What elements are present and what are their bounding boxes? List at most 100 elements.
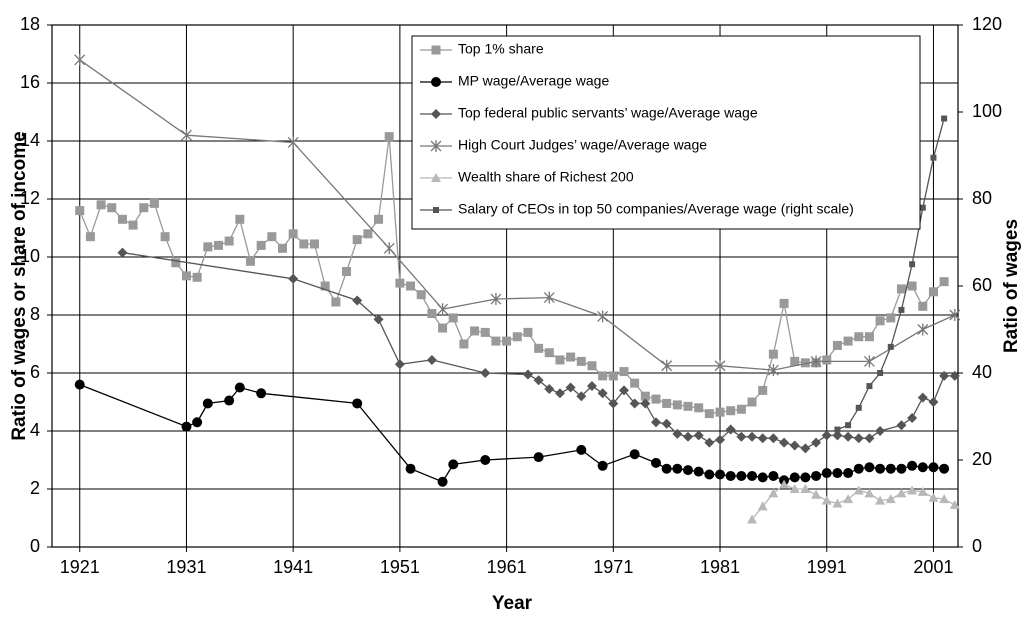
x-tick-label: 1971 (593, 557, 633, 577)
marker (949, 499, 960, 509)
marker (502, 336, 512, 346)
marker (431, 77, 441, 87)
marker (523, 327, 533, 337)
marker (480, 368, 491, 378)
marker (896, 420, 907, 431)
marker (917, 323, 929, 336)
marker (864, 462, 875, 473)
marker (662, 398, 672, 408)
marker (149, 198, 159, 208)
marker (128, 220, 138, 230)
marker (427, 309, 437, 319)
marker (853, 433, 864, 444)
marker (181, 421, 192, 432)
marker (704, 437, 715, 448)
marker (939, 494, 950, 504)
marker (544, 348, 554, 358)
marker (757, 472, 768, 483)
marker (416, 290, 426, 300)
marker (640, 398, 651, 409)
marker (832, 340, 842, 350)
marker (875, 495, 886, 505)
x-tick-label: 1931 (166, 557, 206, 577)
marker (898, 306, 905, 313)
marker (640, 391, 650, 401)
marker (245, 256, 255, 266)
marker (490, 293, 502, 306)
marker (373, 314, 384, 325)
marker (928, 462, 939, 473)
marker (586, 381, 597, 392)
marker (800, 472, 811, 483)
marker (352, 235, 362, 245)
legend-box (411, 35, 921, 230)
marker (907, 412, 918, 423)
marker (885, 494, 896, 504)
marker (736, 404, 746, 414)
marker (736, 470, 747, 481)
marker (832, 430, 843, 441)
marker (917, 392, 928, 403)
marker (459, 339, 469, 349)
x-tick-label: 1961 (487, 557, 527, 577)
marker (139, 203, 149, 213)
marker (395, 278, 405, 288)
marker (843, 468, 854, 479)
marker (779, 479, 790, 489)
marker (565, 382, 576, 393)
marker (651, 457, 661, 468)
marker (597, 460, 608, 471)
legend-label: Top 1% share (458, 41, 544, 57)
marker (747, 431, 758, 442)
marker (180, 129, 192, 142)
marker (576, 444, 587, 455)
marker (522, 369, 533, 380)
x-tick-label: 1941 (273, 557, 313, 577)
marker (853, 485, 864, 495)
marker (683, 465, 694, 476)
marker (576, 391, 587, 402)
marker (907, 460, 918, 471)
marker (431, 45, 441, 55)
marker (576, 356, 586, 366)
marker (928, 397, 939, 407)
marker (544, 383, 555, 394)
marker (160, 232, 170, 242)
marker (470, 326, 480, 336)
marker (779, 298, 789, 308)
marker (278, 243, 288, 253)
marker (394, 359, 405, 370)
marker (789, 484, 800, 493)
marker (693, 466, 704, 477)
marker (384, 132, 394, 142)
marker (909, 261, 916, 268)
legend-label: Top federal public servants’ wage/Averag… (458, 105, 758, 121)
marker (918, 301, 928, 311)
legend-label: Salary of CEOs in top 50 companies/Avera… (458, 201, 854, 217)
marker (406, 281, 416, 291)
marker (342, 267, 352, 276)
marker (256, 388, 267, 399)
marker (287, 136, 299, 149)
marker (917, 462, 928, 473)
marker (75, 206, 85, 216)
marker (907, 485, 918, 495)
marker (331, 297, 341, 307)
marker (757, 501, 768, 511)
y-tick-label: 14 (20, 130, 40, 150)
y2-axis-title: Ratio of wages (1001, 219, 1022, 353)
marker (919, 204, 926, 211)
marker (234, 382, 245, 393)
marker (896, 488, 907, 498)
y2-tick-label: 20 (972, 449, 992, 469)
marker (683, 431, 694, 442)
marker (672, 400, 682, 410)
marker (85, 232, 95, 242)
legend-label: Wealth share of Richest 200 (458, 169, 634, 185)
marker (597, 388, 608, 399)
marker (405, 463, 416, 474)
marker (661, 359, 673, 372)
marker (715, 407, 725, 417)
y2-tick-label: 60 (972, 275, 992, 295)
